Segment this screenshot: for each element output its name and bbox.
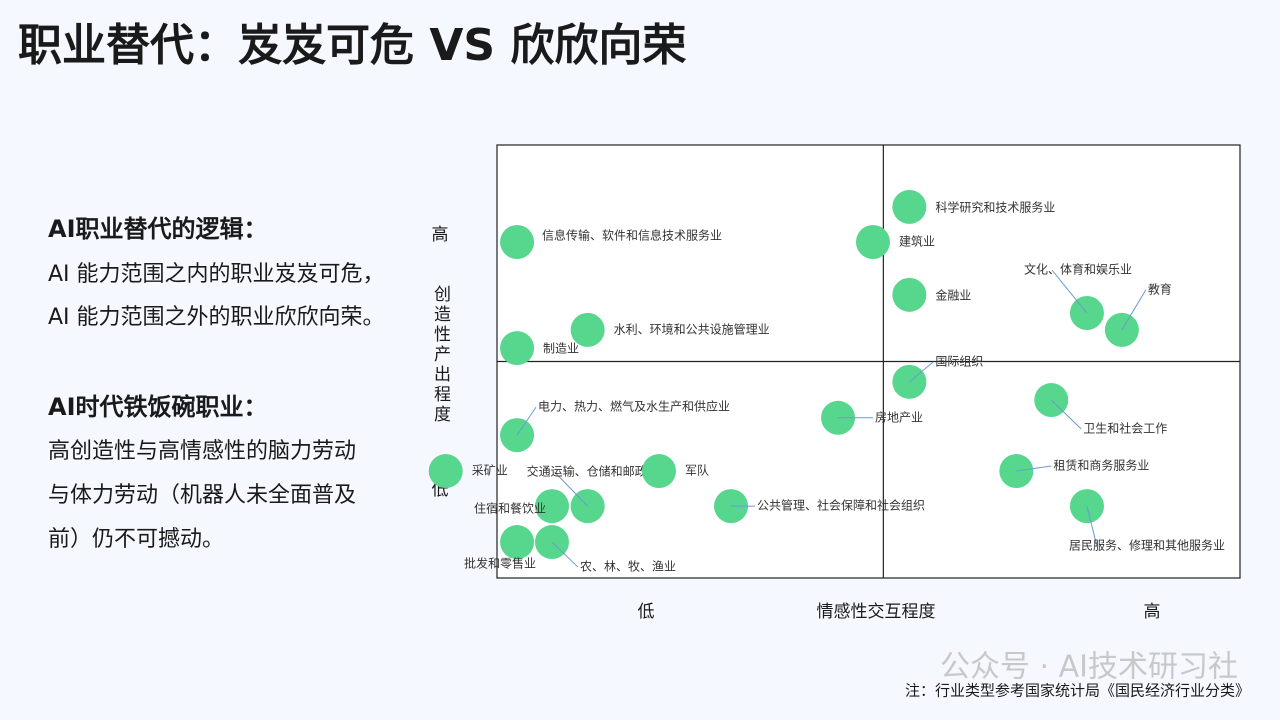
section-heading: AI时代铁饭碗职业：: [48, 393, 268, 421]
point-label: 建筑业: [899, 233, 935, 248]
point-label: 国际组织: [935, 354, 983, 368]
point-label: 卫生和社会工作: [1083, 421, 1167, 436]
point-label: 房地产业: [875, 409, 923, 424]
point-label: 信息传输、软件和信息技术服务业: [542, 227, 722, 242]
leader-line: [909, 361, 934, 383]
point-label: 电力、热力、燃气及水生产和供应业: [538, 399, 730, 414]
watermark: 公众号 · AI技术研习社: [940, 650, 1238, 685]
point-label: 教育: [1148, 281, 1172, 296]
x-high-label: 高: [1144, 602, 1161, 622]
leader-line: [1016, 465, 1052, 472]
section-line: 前）仍不可撼动。: [48, 527, 224, 552]
data-point: [500, 224, 535, 259]
data-point: [500, 525, 535, 560]
data-point: [641, 454, 676, 489]
leader-line: [516, 406, 537, 436]
leader-line: [1051, 269, 1088, 314]
point-label: 军队: [685, 463, 709, 478]
point-label: 租赁和商务服务业: [1053, 458, 1149, 473]
x-axis-title: 情感性交互程度: [817, 602, 936, 622]
point-label: 科学研究和技术服务业: [935, 199, 1055, 214]
section-heading: AI职业替代的逻辑：: [48, 215, 268, 243]
y-high-label: 高: [432, 225, 449, 245]
data-point: [892, 277, 927, 312]
x-low-label: 低: [638, 602, 655, 622]
footnote: 注：行业类型参考国家统计局《国民经济行业分类》: [905, 682, 1250, 700]
data-point: [892, 189, 927, 224]
section-line: AI 能力范围之内的职业岌岌可危，: [48, 262, 385, 287]
leader-line: [551, 541, 579, 568]
point-label: 农、林、牧、渔业: [580, 560, 676, 574]
data-point: [855, 224, 890, 259]
point-label: 文化、体育和娱乐业: [1024, 262, 1132, 277]
point-label: 交通运输、仓储和邮政业: [527, 464, 659, 479]
section-line: 与体力劳动（机器人未全面普及: [48, 483, 356, 508]
section-line: AI 能力范围之外的职业欣欣向荣。: [48, 305, 385, 330]
point-label: 居民服务、修理和其他服务业: [1069, 538, 1225, 553]
data-point: [999, 454, 1034, 489]
data-point: [428, 454, 463, 489]
point-label: 住宿和餐饮业: [474, 501, 546, 516]
leader-line: [554, 471, 589, 507]
point-label: 公共管理、社会保障和社会组织: [757, 498, 925, 513]
data-point: [570, 312, 605, 347]
point-label: 制造业: [543, 342, 579, 356]
data-point: [534, 489, 569, 524]
y-axis-title: 创造性产出程度: [430, 285, 451, 425]
data-point: [500, 331, 535, 366]
point-label: 水利、环境和公共设施管理业: [614, 321, 770, 336]
leader-line: [1086, 506, 1098, 547]
leader-line: [1050, 399, 1082, 430]
point-label: 采矿业: [472, 464, 508, 478]
section-line: 高创造性与高情感性的脑力劳动: [48, 439, 356, 464]
leader-line: [1121, 289, 1147, 331]
point-label: 金融业: [935, 287, 971, 302]
slide-title: 职业替代：岌岌可危 VS 欣欣向荣: [18, 20, 686, 71]
point-label: 批发和零售业: [464, 556, 536, 571]
